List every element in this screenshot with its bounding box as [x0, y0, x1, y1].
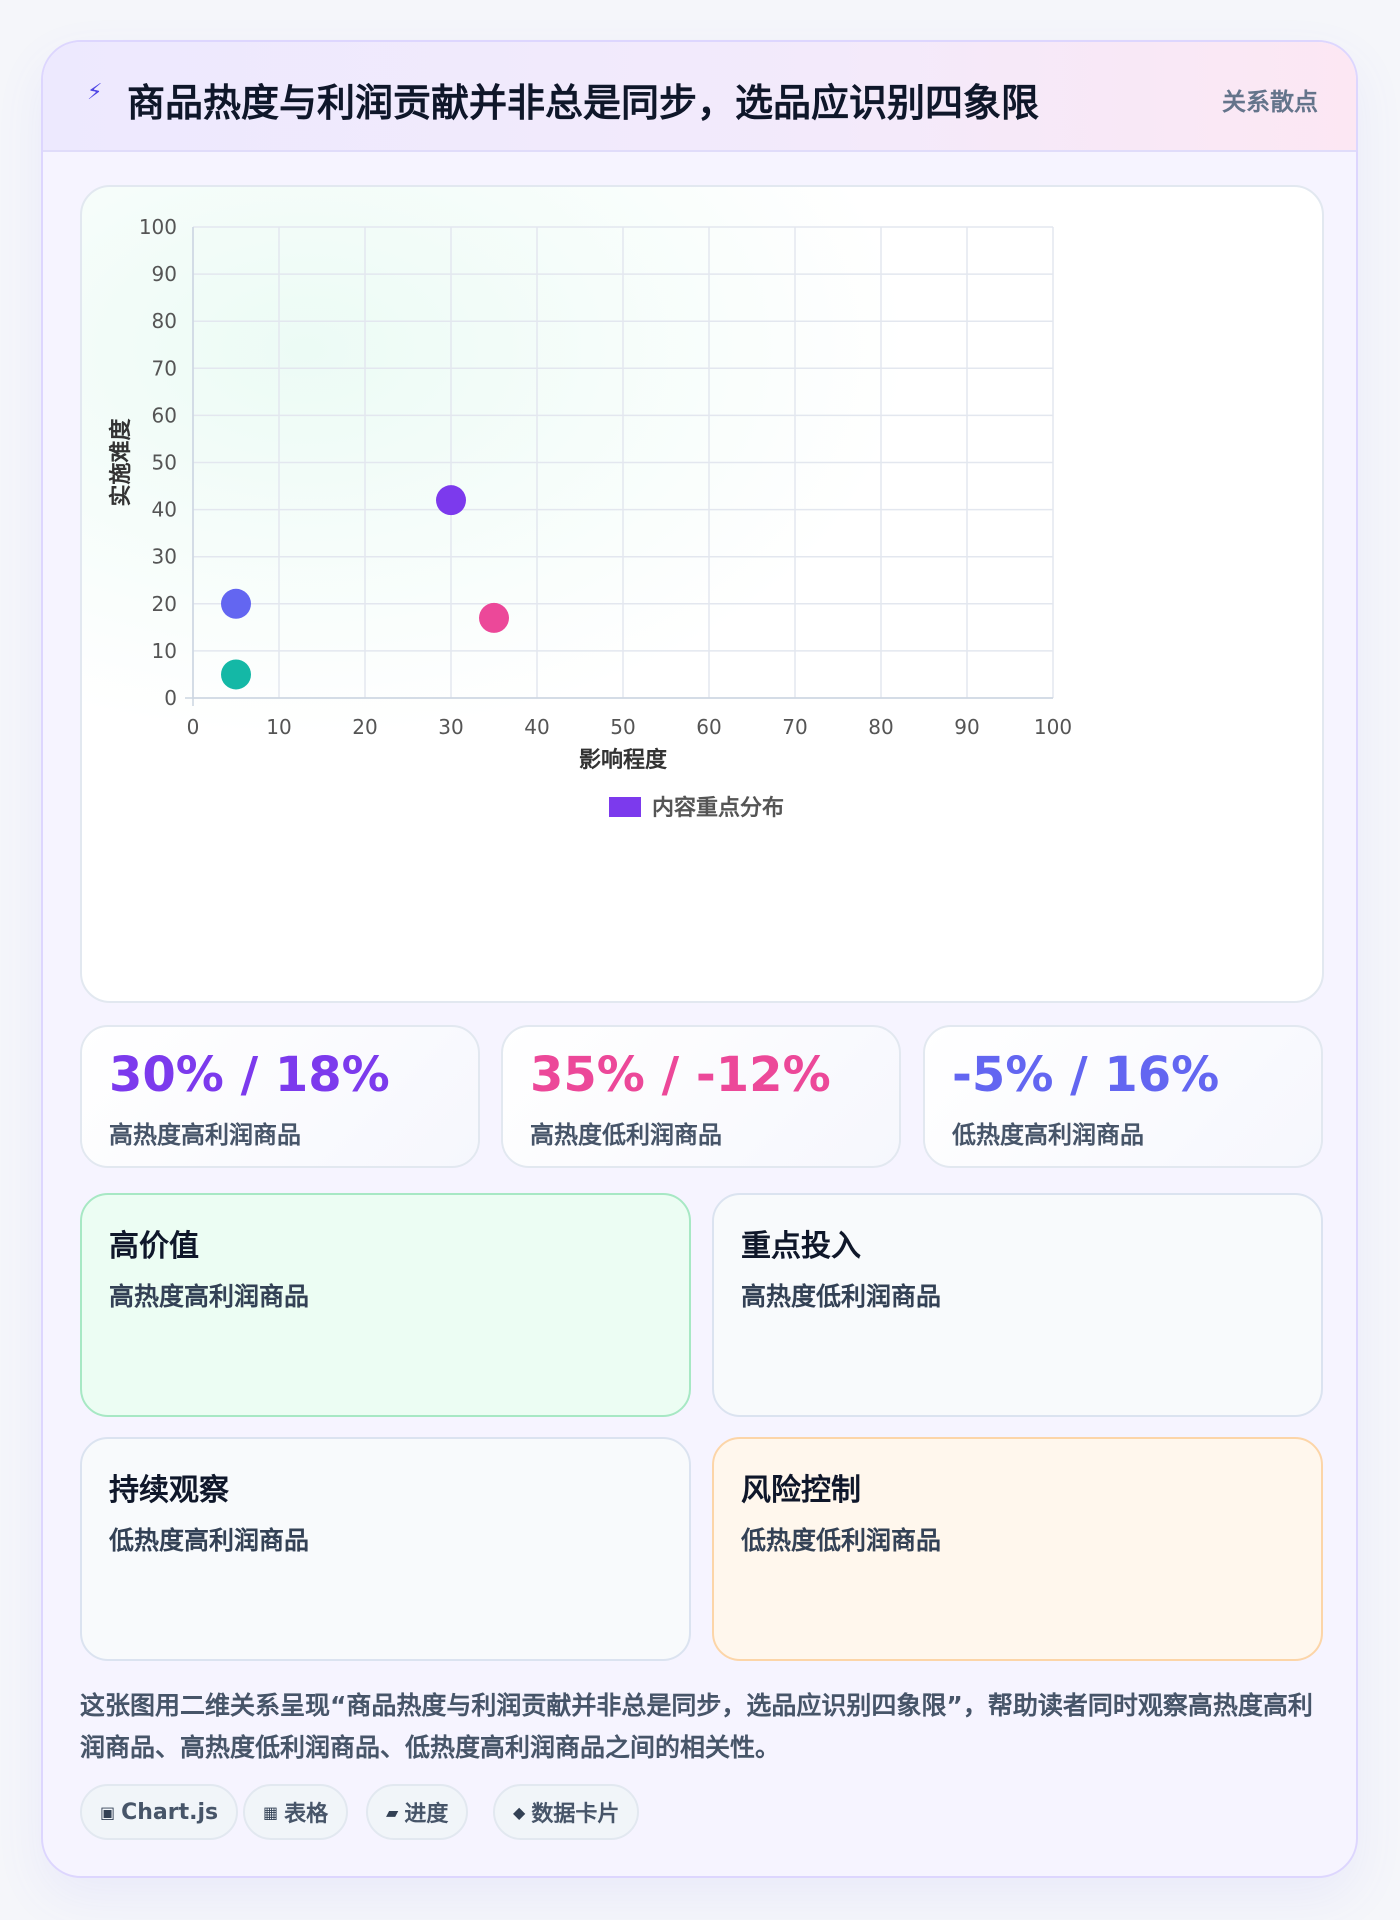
x-tick-label: 0 [187, 715, 200, 739]
stat-card-1: 30% / 18% 高热度高利润商品 [80, 1025, 480, 1168]
tag-label: 数据卡片 [531, 1802, 620, 1827]
lightning-icon: ⚡ [87, 80, 103, 105]
x-axis-title: 影响程度 [579, 747, 668, 773]
y-tick-label: 40 [152, 498, 177, 522]
quadrant-title: 重点投入 [741, 1229, 861, 1264]
quadrant-card-observe: 持续观察 低热度高利润商品 [80, 1437, 691, 1661]
stat-value: -5% / 16% [952, 1047, 1220, 1103]
quadrant-card-invest: 重点投入 高热度低利润商品 [712, 1193, 1323, 1417]
tag-label: 进度 [404, 1802, 449, 1827]
diamond-icon: ◆ [513, 1802, 526, 1822]
x-tick-label: 40 [524, 715, 549, 739]
quadrant-desc: 高热度低利润商品 [741, 1282, 942, 1311]
tag-label: 表格 [284, 1802, 329, 1827]
data-point [479, 602, 509, 633]
x-tick-label: 50 [610, 715, 635, 739]
quadrant-card-high-value: 高价值 高热度高利润商品 [80, 1193, 691, 1417]
x-tick-label: 80 [868, 715, 893, 739]
chart-type-chip: 关系散点 [1222, 88, 1318, 116]
tag-data-card[interactable]: ◆ 数据卡片 [493, 1784, 640, 1840]
y-tick-label: 90 [152, 262, 177, 286]
tag-table[interactable]: ▦ 表格 [243, 1784, 349, 1840]
y-tick-label: 100 [139, 215, 177, 239]
quadrant-desc: 低热度高利润商品 [109, 1526, 310, 1555]
x-tick-label: 30 [438, 715, 463, 739]
y-tick-label: 50 [152, 451, 177, 475]
quadrant-card-risk: 风险控制 低热度低利润商品 [712, 1437, 1323, 1661]
y-tick-label: 10 [152, 639, 177, 663]
main-card: ⚡ 商品热度与利润贡献并非总是同步，选品应识别四象限 关系散点 0 10 20 30 4… [41, 40, 1358, 1878]
tag-progress[interactable]: ▰ 进度 [366, 1784, 469, 1840]
data-point [221, 659, 251, 690]
y-tick-label: 20 [152, 592, 177, 616]
scatter-chart: 0 10 20 30 40 50 60 70 80 90 100 0 10 20 30 40 50 60 70 80 9… [108, 215, 1072, 821]
quadrant-title: 风险控制 [741, 1473, 861, 1508]
card-header: ⚡ 商品热度与利润贡献并非总是同步，选品应识别四象限 关系散点 [43, 42, 1356, 152]
legend-swatch [609, 797, 641, 817]
y-tick-label: 70 [152, 356, 177, 380]
y-tick-label: 0 [164, 686, 177, 710]
chart-panel: 0 10 20 30 40 50 60 70 80 90 100 0 10 20 30 40 50 60 70 80 9… [80, 185, 1324, 1003]
y-axis-title: 实施难度 [108, 418, 134, 507]
data-point [221, 588, 251, 619]
legend-label: 内容重点分布 [652, 795, 784, 821]
y-tick-label: 60 [152, 403, 177, 427]
stat-label: 高热度低利润商品 [530, 1121, 722, 1149]
x-tick-label: 20 [352, 715, 377, 739]
stat-label: 高热度高利润商品 [109, 1121, 301, 1149]
x-tick-label: 100 [1034, 715, 1072, 739]
quadrant-desc: 高热度高利润商品 [109, 1282, 310, 1311]
stat-card-2: 35% / -12% 高热度低利润商品 [501, 1025, 901, 1168]
x-tick-label: 90 [954, 715, 979, 739]
quadrant-desc: 低热度低利润商品 [741, 1526, 942, 1555]
quadrant-title: 高价值 [109, 1229, 199, 1264]
x-tick-label: 10 [266, 715, 291, 739]
quadrant-title: 持续观察 [109, 1473, 229, 1508]
tag-chartjs[interactable]: ▣ Chart.js [80, 1784, 239, 1840]
y-tick-label: 30 [152, 545, 177, 569]
tag-label: Chart.js [121, 1799, 219, 1825]
summary-text: 这张图用二维关系呈现“商品热度与利润贡献并非总是同步，选品应识别四象限”，帮助读… [80, 1691, 1313, 1762]
chart-icon: ▣ [100, 1802, 116, 1822]
table-icon: ▦ [263, 1802, 279, 1822]
stat-label: 低热度高利润商品 [952, 1121, 1144, 1149]
progress-icon: ▰ [386, 1802, 399, 1822]
x-tick-label: 70 [782, 715, 807, 739]
stat-value: 30% / 18% [109, 1047, 390, 1103]
x-tick-label: 60 [696, 715, 721, 739]
data-point [436, 485, 466, 516]
page-title: 商品热度与利润贡献并非总是同步，选品应识别四象限 [127, 81, 1040, 125]
y-tick-label: 80 [152, 309, 177, 333]
stat-value: 35% / -12% [530, 1047, 831, 1103]
stat-card-3: -5% / 16% 低热度高利润商品 [923, 1025, 1323, 1168]
